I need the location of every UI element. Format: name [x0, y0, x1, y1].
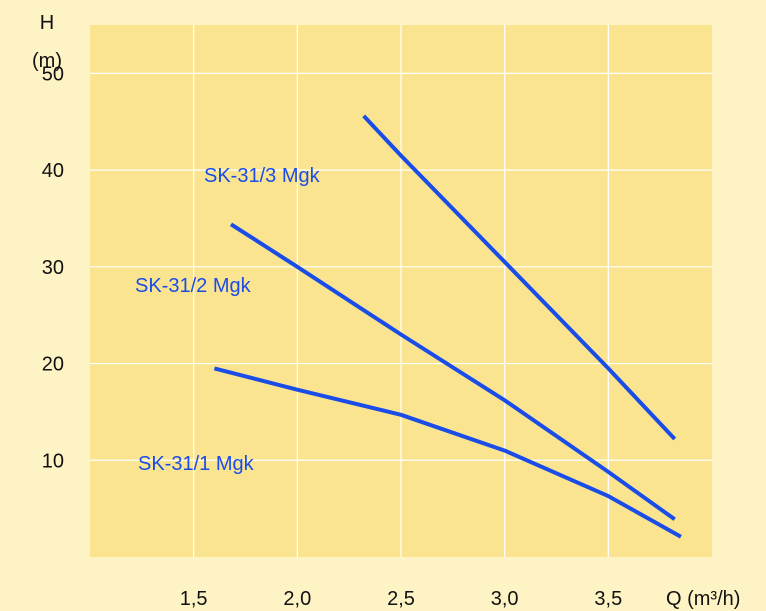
series-label: SK-31/2 Mgk: [135, 275, 252, 297]
grid: [90, 25, 712, 557]
y-tick-label: 40: [42, 160, 64, 182]
y-tick-label: 10: [42, 450, 64, 472]
y-axis-unit: (m): [32, 50, 62, 72]
x-tick-label: 3,5: [594, 588, 622, 610]
series-line-2: [229, 222, 676, 521]
x-tick-label: 1,5: [180, 588, 208, 610]
series-label: SK-31/3 Mgk: [204, 165, 321, 187]
series-line-3: [213, 366, 682, 539]
series-label: SK-31/1 Mgk: [138, 453, 255, 475]
x-tick-label: 3,0: [491, 588, 519, 610]
x-tick-label: 2,0: [283, 588, 311, 610]
y-axis-title: H: [40, 12, 54, 34]
x-tick-label: 2,5: [387, 588, 415, 610]
labels: 1,5 2,0 2,5 3,0 3,5 10 20 30 40 50 H (m) Q (m³/h) SK-…: [32, 12, 740, 610]
x-axis-title: Q (m³/h): [666, 588, 740, 610]
y-tick-label: 50: [42, 63, 64, 85]
y-tick-label: 30: [42, 257, 64, 279]
series-lines: [213, 114, 682, 539]
series-line-1: [362, 114, 677, 441]
y-tick-label: 20: [42, 354, 64, 376]
